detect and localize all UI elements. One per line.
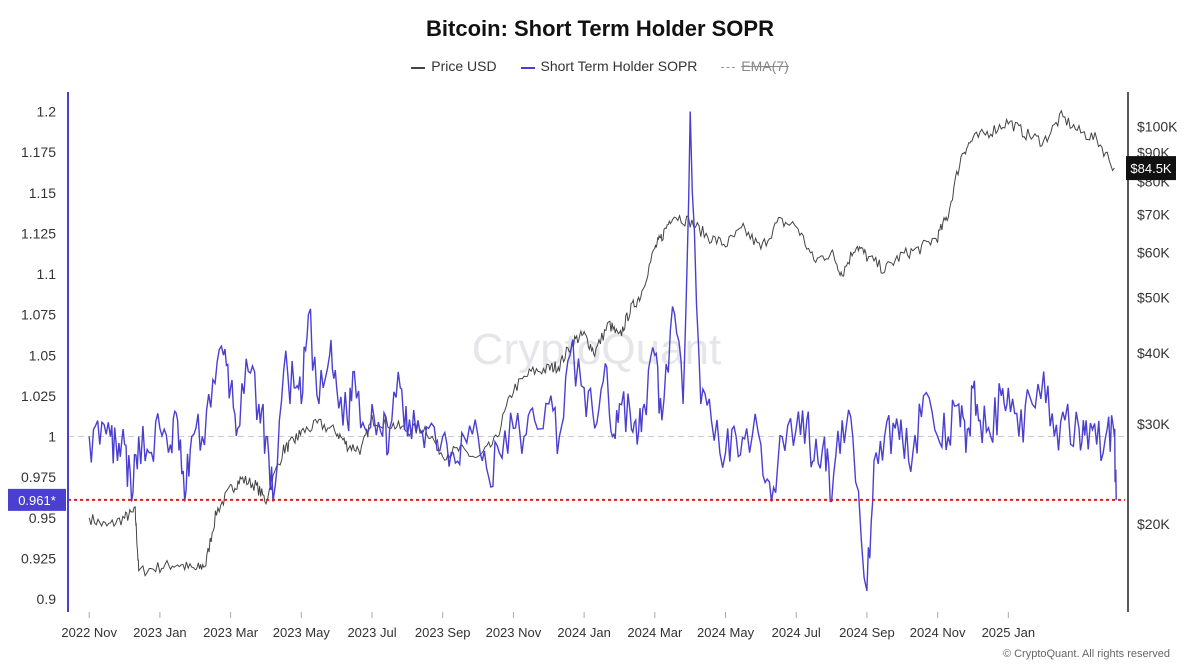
x-tick-label: 2023 Mar — [203, 625, 259, 640]
left-tick-label: 1.1 — [37, 266, 57, 282]
right-tick-label: $100K — [1137, 119, 1178, 135]
sopr-line — [88, 111, 1117, 592]
right-tick-label: $20K — [1137, 516, 1170, 532]
copyright-credit: © CryptoQuant. All rights reserved — [1002, 648, 1170, 660]
left-tick-label: 0.95 — [29, 510, 56, 526]
price-line — [88, 109, 1115, 577]
sopr-series-layer — [88, 111, 1117, 592]
chart-background-layer: CryptoQuant — [68, 325, 1125, 437]
left-tick-label: 1.05 — [29, 347, 56, 363]
left-tick-label: 1.175 — [21, 144, 56, 160]
left-tick-label: 1 — [48, 429, 56, 445]
chart-title: Bitcoin: Short Term Holder SOPR — [426, 16, 774, 41]
left-tick-label: 0.9 — [37, 591, 57, 607]
legend-label-sopr: Short Term Holder SOPR — [540, 58, 698, 75]
x-tick-label: 2023 Nov — [486, 625, 542, 640]
right-tick-label: $60K — [1137, 245, 1170, 261]
x-tick-label: 2024 Mar — [627, 625, 683, 640]
legend-swatch-price — [411, 66, 426, 69]
x-tick-label: 2024 Nov — [910, 625, 966, 640]
current-sopr-badge — [8, 488, 66, 511]
left-tick-label: 1.2 — [37, 104, 57, 120]
x-tick-label: 2025 Jan — [982, 625, 1036, 640]
x-tick-label: 2024 Jul — [772, 625, 821, 640]
x-tick-label: 2024 Sep — [839, 625, 895, 640]
x-tick-label: 2023 Jul — [347, 625, 396, 640]
x-tick-label: 2024 May — [697, 625, 755, 640]
left-tick-label: 1.075 — [21, 307, 56, 323]
legend-item-price[interactable]: Price USD — [411, 58, 497, 75]
x-tick-label: 2022 Nov — [61, 625, 117, 640]
right-tick-label: $50K — [1137, 290, 1170, 306]
legend-label-price: Price USD — [431, 58, 497, 75]
right-tick-label: $30K — [1137, 416, 1170, 432]
legend-item-sopr[interactable]: Short Term Holder SOPR — [520, 58, 698, 75]
current-sopr-label: 0.961* — [18, 493, 56, 508]
x-tick-label: 2023 Sep — [415, 625, 471, 640]
x-tick-label: 2023 May — [273, 625, 331, 640]
current-price-badge — [1126, 156, 1176, 181]
legend-label-ema: EMA(7) — [741, 58, 789, 75]
left-tick-label: 0.975 — [21, 469, 56, 485]
current-price-label: $84.5K — [1130, 161, 1172, 176]
legend-swatch-ema — [721, 67, 736, 69]
axes-layer: 0.9 0.925 0.95 0.975 1 1.025 1.05 1.075 1.1 1.125… — [8, 92, 1178, 640]
x-tick-label: 2024 Jan — [557, 625, 611, 640]
legend-swatch-sopr — [520, 66, 535, 69]
right-tick-label: $40K — [1137, 345, 1170, 361]
left-tick-label: 0.925 — [21, 550, 56, 566]
right-tick-label: $70K — [1137, 207, 1170, 223]
left-tick-label: 1.15 — [29, 185, 56, 201]
price-series-layer — [88, 109, 1115, 577]
left-tick-label: 1.025 — [21, 388, 56, 404]
x-tick-label: 2023 Jan — [133, 625, 187, 640]
legend: Price USD Short Term Holder SOPR EMA(7) — [0, 57, 1200, 74]
left-tick-label: 1.125 — [21, 225, 56, 241]
legend-item-ema[interactable]: EMA(7) — [721, 58, 789, 75]
